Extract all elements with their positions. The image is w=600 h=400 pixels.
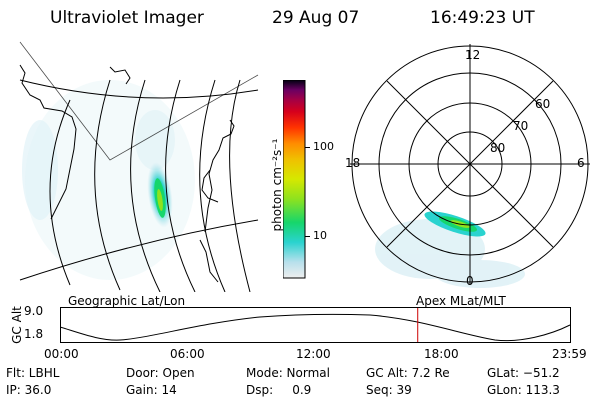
date-label: 29 Aug 07: [272, 8, 360, 28]
info-glon: GLon: 113.3: [487, 383, 560, 397]
altitude-plot: [60, 307, 571, 343]
colorbar-tick-100: 100: [313, 140, 334, 153]
mlt-label-6: 6: [577, 156, 585, 170]
time-tick-0000: 00:00: [44, 347, 79, 361]
colorbar-tick-mark-10: [305, 236, 310, 237]
time-tick-0600: 06:00: [170, 347, 205, 361]
mlt-label-18: 18: [345, 156, 361, 170]
time-tick-1800: 18:00: [424, 347, 459, 361]
polar-plot: [350, 44, 590, 288]
colorbar-tick-mark-100: [305, 147, 310, 148]
longitude-lines: [49, 79, 251, 292]
mlat-label-60: 60: [535, 97, 551, 111]
colorbar-tick-10: 10: [313, 229, 327, 242]
info-glat: GLat: −51.2: [487, 366, 560, 380]
info-seq: Seq: 39: [366, 383, 412, 397]
info-gain: Gain: 14: [126, 383, 177, 397]
geographic-caption: Geographic Lat/Lon: [68, 294, 186, 308]
info-door: Door: Open: [126, 366, 195, 380]
colorbar-unit-label: photon cm⁻²s⁻¹: [270, 138, 284, 232]
colorbar: [283, 80, 306, 279]
info-flt: Flt: LBHL: [6, 366, 60, 380]
info-dsp: Dsp: 0.9: [246, 383, 312, 397]
latitude-lines: [19, 41, 259, 281]
geographic-map: [19, 41, 259, 292]
coastlines: [19, 64, 235, 283]
mlt-label-12: 12: [465, 48, 481, 62]
altitude-ytick-low: 1.8: [24, 327, 44, 341]
info-mode: Mode: Normal: [246, 366, 330, 380]
imager-footprint: [22, 80, 195, 280]
altitude-curve: [60, 313, 571, 342]
polar-grid: [350, 44, 590, 284]
instrument-title: Ultraviolet Imager: [50, 8, 204, 28]
time-tick-1200: 12:00: [296, 347, 331, 361]
altitude-ytick-high: 9.0: [24, 304, 44, 318]
apex-caption: Apex MLat/MLT: [416, 294, 506, 308]
mlat-label-70: 70: [513, 119, 529, 133]
time-label: 16:49:23 UT: [430, 8, 535, 28]
mlt-label-0: 0: [466, 274, 474, 288]
altitude-axis-label: GC Alt: [10, 306, 24, 344]
mlat-label-80: 80: [490, 141, 506, 155]
time-tick-2359: 23:59: [552, 347, 587, 361]
info-gc-alt: GC Alt: 7.2 Re: [366, 366, 450, 380]
info-ip: IP: 36.0: [6, 383, 52, 397]
